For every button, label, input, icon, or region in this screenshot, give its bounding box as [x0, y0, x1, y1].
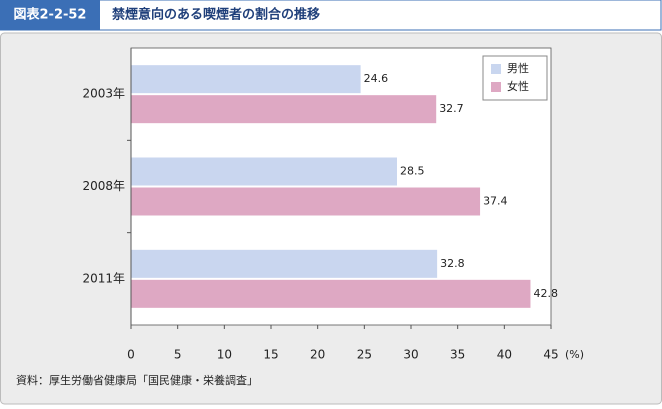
chart-title: 禁煙意向のある喫煙者の割合の推移 — [112, 7, 320, 23]
figure-label: 図表2-2-52 — [14, 7, 87, 23]
value-label: 37.4 — [483, 195, 508, 208]
legend-box — [482, 55, 548, 101]
x-tick-label: 20 — [310, 348, 325, 362]
x-tick-label: 35 — [450, 348, 465, 362]
legend-swatch — [491, 64, 501, 74]
x-tick-label: 30 — [403, 348, 418, 362]
bar — [131, 65, 361, 94]
x-tick-label: 25 — [357, 348, 372, 362]
x-tick-label: 10 — [217, 348, 232, 362]
figure-label-box — [0, 0, 100, 30]
source: 資料：厚生労働省健康局「国民健康・栄養調査」 — [16, 373, 258, 387]
bar — [131, 249, 438, 278]
legend-label: 男性 — [507, 61, 529, 75]
bar — [131, 95, 437, 124]
legend-label: 女性 — [507, 79, 529, 93]
y-tick-label: 2003年 — [82, 87, 125, 101]
bar — [131, 279, 531, 308]
header — [0, 0, 662, 31]
x-tick-label: 5 — [174, 348, 182, 362]
value-label: 24.6 — [364, 72, 389, 85]
legend-swatch — [491, 82, 501, 92]
x-axis-label: (%) — [565, 348, 584, 361]
value-label: 32.7 — [439, 102, 464, 115]
value-label: 42.8 — [533, 287, 558, 300]
value-label: 28.5 — [400, 165, 425, 178]
bar — [131, 187, 481, 216]
bar — [131, 157, 397, 186]
value-label: 32.8 — [440, 257, 465, 270]
x-tick-label: 15 — [263, 348, 278, 362]
y-tick-label: 2008年 — [82, 179, 125, 193]
plot-area — [130, 47, 552, 326]
y-tick-label: 2011年 — [82, 271, 125, 285]
x-tick-label: 0 — [127, 348, 135, 362]
x-tick-label: 45 — [543, 348, 558, 362]
x-tick-label: 40 — [497, 348, 512, 362]
